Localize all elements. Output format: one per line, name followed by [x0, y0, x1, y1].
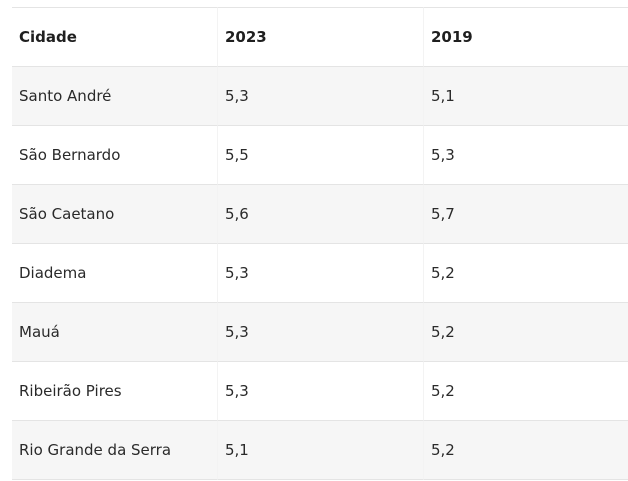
- cell-2023: 5,3: [218, 302, 424, 361]
- cell-cidade: Santo André: [12, 66, 218, 125]
- cell-2023: 5,6: [218, 184, 424, 243]
- data-table: Cidade 2023 2019 Santo André 5,3 5,1 São…: [12, 7, 628, 480]
- cell-cidade: São Bernardo: [12, 125, 218, 184]
- table-row: Rio Grande da Serra 5,1 5,2: [12, 420, 628, 480]
- table-row: São Caetano 5,6 5,7: [12, 184, 628, 243]
- table-row: Santo André 5,3 5,1: [12, 66, 628, 125]
- cell-cidade: Rio Grande da Serra: [12, 420, 218, 480]
- table-row: Mauá 5,3 5,2: [12, 302, 628, 361]
- cell-2023: 5,5: [218, 125, 424, 184]
- cell-2023: 5,3: [218, 361, 424, 420]
- column-header-cidade: Cidade: [12, 7, 218, 66]
- table-row: São Bernardo 5,5 5,3: [12, 125, 628, 184]
- column-header-2019: 2019: [424, 7, 628, 66]
- data-table-container: Cidade 2023 2019 Santo André 5,3 5,1 São…: [12, 7, 628, 480]
- cell-2023: 5,3: [218, 66, 424, 125]
- cell-cidade: Ribeirão Pires: [12, 361, 218, 420]
- column-header-2023: 2023: [218, 7, 424, 66]
- cell-2023: 5,1: [218, 420, 424, 480]
- cell-cidade: São Caetano: [12, 184, 218, 243]
- cell-2019: 5,3: [424, 125, 628, 184]
- table-row: Diadema 5,3 5,2: [12, 243, 628, 302]
- table-header-row: Cidade 2023 2019: [12, 7, 628, 66]
- cell-2019: 5,2: [424, 302, 628, 361]
- cell-2019: 5,1: [424, 66, 628, 125]
- cell-2019: 5,7: [424, 184, 628, 243]
- cell-2019: 5,2: [424, 420, 628, 480]
- cell-cidade: Diadema: [12, 243, 218, 302]
- cell-2019: 5,2: [424, 361, 628, 420]
- cell-2019: 5,2: [424, 243, 628, 302]
- cell-cidade: Mauá: [12, 302, 218, 361]
- table-row: Ribeirão Pires 5,3 5,2: [12, 361, 628, 420]
- cell-2023: 5,3: [218, 243, 424, 302]
